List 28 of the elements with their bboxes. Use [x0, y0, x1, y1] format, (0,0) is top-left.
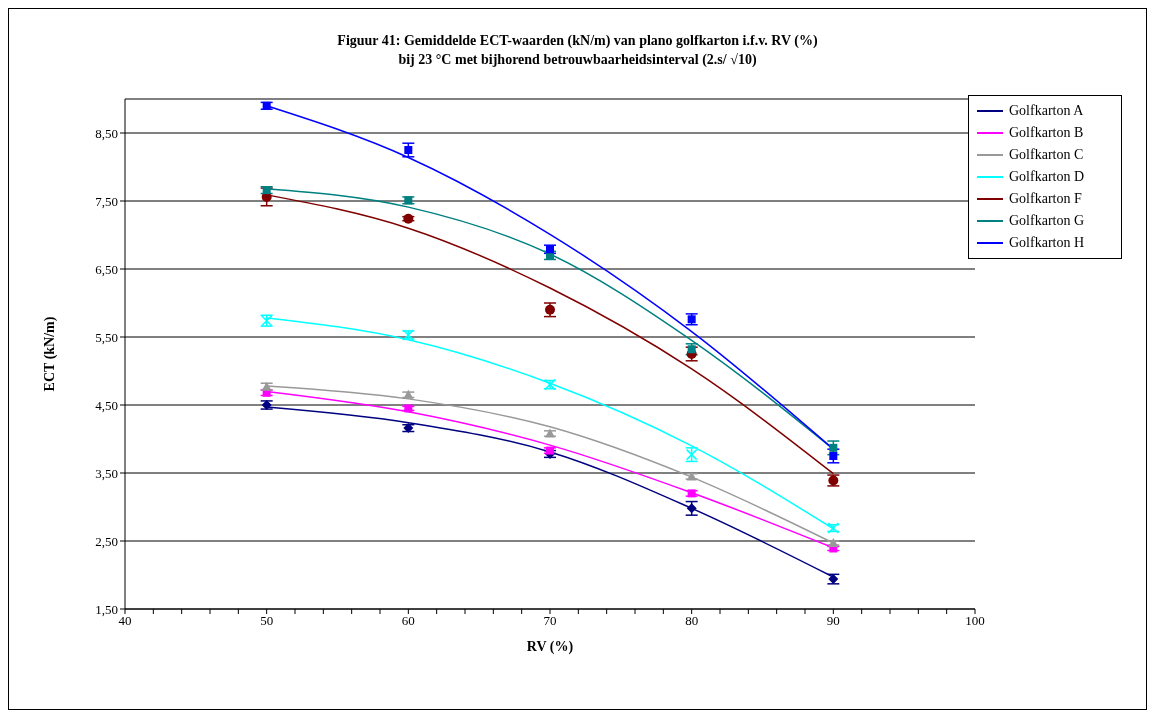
point: [829, 452, 838, 460]
x-axis-title: RV (%): [526, 639, 574, 655]
x-tick-label: 70: [543, 613, 557, 629]
legend-label: Golfkarton A: [1009, 103, 1084, 119]
y-tick-label: 2,50: [95, 533, 118, 549]
legend-label: Golfkarton D: [1009, 169, 1085, 185]
y-tick-label: 7,50: [95, 193, 118, 209]
y-tick-label: 5,50: [95, 329, 118, 345]
x-tick-label: 80: [685, 613, 699, 629]
legend-label: Golfkarton B: [1009, 125, 1084, 141]
x-tick-label: 60: [401, 613, 415, 629]
legend-label: Golfkarton F: [1009, 191, 1082, 207]
legend-label: Golfkarton H: [1009, 235, 1085, 251]
x-tick-label: 40: [118, 613, 132, 629]
y-axis-title: ECT (kN/m): [41, 316, 58, 392]
x-tick-label: 100: [965, 613, 985, 629]
y-tick-label: 8,50: [95, 125, 118, 141]
y-tick-label: 1,50: [95, 601, 118, 617]
y-tick-label: 4,50: [95, 397, 118, 413]
x-tick-label: 50: [260, 613, 274, 629]
point: [829, 443, 838, 452]
y-tick-label: 3,50: [95, 465, 118, 481]
point: [404, 146, 413, 154]
x-tick-label: 90: [826, 613, 840, 629]
y-tick-label: 6,50: [95, 261, 118, 277]
legend-label: Golfkarton G: [1009, 213, 1085, 229]
legend-label: Golfkarton C: [1009, 147, 1084, 163]
chart-title: Figuur 41: Gemiddelde ECT-waarden (kN/m) van plano golfkarton i.f.v. RV (%) bij 23 °C met bijhorend betrouwbaarheidsinterval (2.s/ √10): [336, 32, 819, 69]
